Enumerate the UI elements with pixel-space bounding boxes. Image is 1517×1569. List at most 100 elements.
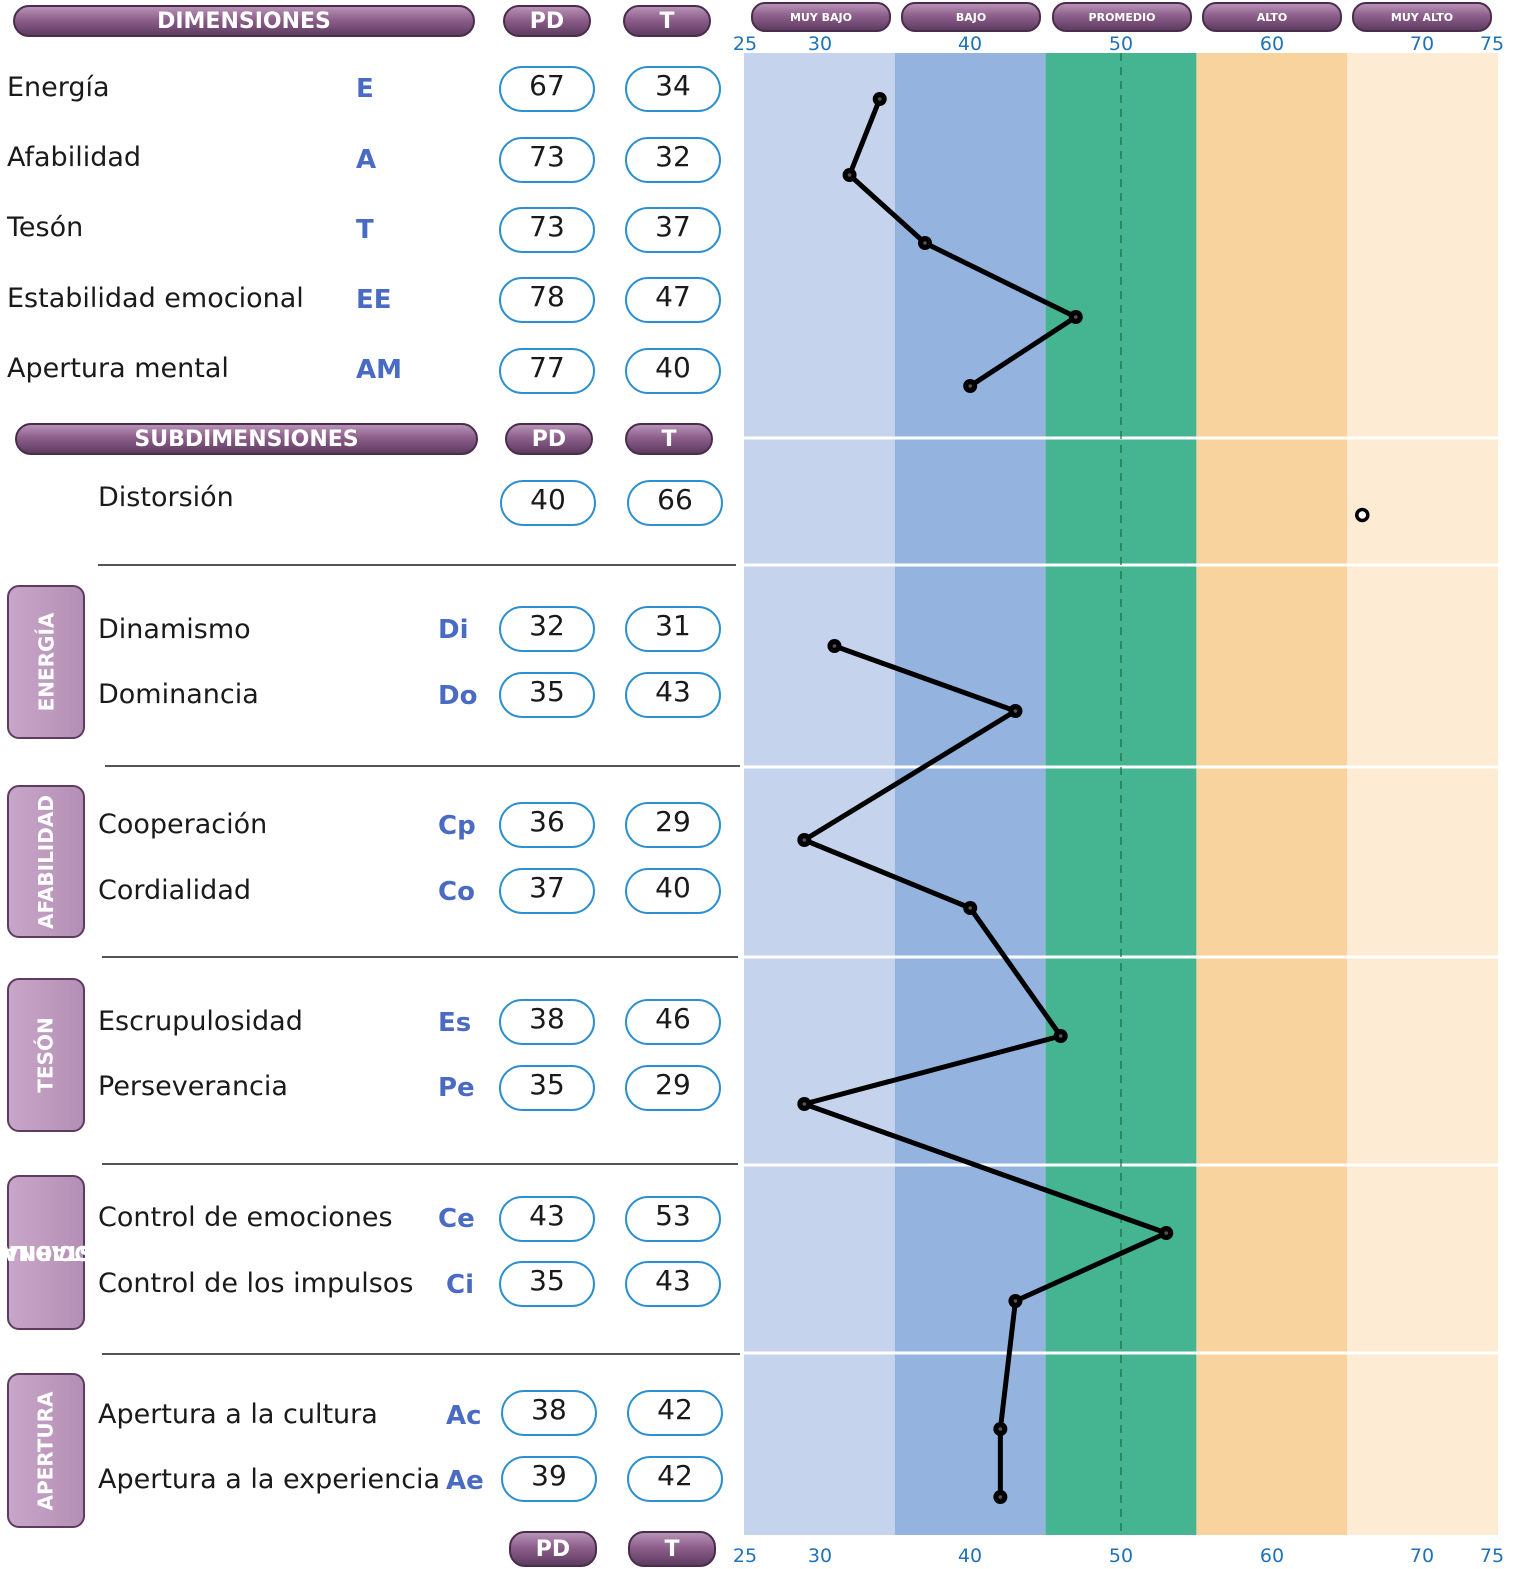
pd-score: 40 [500,480,596,526]
pd-header-top: PD [503,5,591,37]
band-promedio [1045,53,1197,1535]
pd-header-sub: PD [505,423,593,455]
section-divider [98,564,736,566]
group-tab-afabilidad: AFABILIDAD [7,785,85,938]
subdimension-label: Apertura a la experiencia [98,1464,441,1495]
subdimensiones-header: SUBDIMENSIONES [15,423,478,455]
t-score: 37 [625,207,721,253]
data-point-center [968,384,972,388]
t-score: 47 [625,277,721,323]
band-bajo [894,53,1046,1535]
t-score: 43 [625,1261,721,1307]
subdimension-label: Control de emociones [98,1202,393,1233]
t-score: 66 [627,480,723,526]
pd-score: 38 [499,999,595,1045]
data-point-center [1073,315,1078,319]
band-alto [1196,53,1348,1535]
subdimension-abbr: Do [438,681,478,711]
pd-score: 35 [499,672,595,718]
t-score: 53 [625,1196,721,1242]
subdimensiones-header-label: SUBDIMENSIONES [134,426,359,452]
t-score: 43 [625,672,721,718]
data-point-center [968,906,972,910]
group-title-line: EMOCIONAL [0,1240,126,1265]
t-header-label: T [664,1536,680,1562]
pd-score: 67 [499,66,595,112]
dimension-label: Tesón [7,212,84,243]
tick-bottom: 40 [957,1545,983,1567]
series-line [801,643,1169,1497]
t-score: 46 [625,999,721,1045]
t-header-bottom: T [628,1531,716,1567]
tick-bottom: 75 [1479,1545,1505,1567]
dimensiones-header: DIMENSIONES [13,5,475,37]
data-point-center [802,1102,807,1106]
group-title: APERTURA [34,1390,58,1511]
subdimension-label: Cooperación [98,809,268,840]
dimension-label: Estabilidad emocional [7,283,304,314]
data-point-center [802,838,807,842]
data-point-center [1013,709,1018,713]
pd-score: 43 [499,1196,595,1242]
t-header-top: T [623,5,711,37]
band-label-alto: ALTO [1202,2,1342,32]
pd-header-label: PD [535,1536,571,1562]
group-tab-energia: ENERGÍA [7,585,85,739]
subdimension-label: Dinamismo [98,614,251,645]
tick-top: 25 [732,33,758,55]
pd-score: 35 [499,1065,595,1111]
dimension-abbr: T [356,215,374,245]
subdimension-abbr: Pe [438,1073,475,1103]
dimension-abbr: E [356,74,374,104]
tick-bottom: 50 [1108,1545,1134,1567]
pd-score: 37 [499,868,595,914]
subdimension-abbr: Ac [446,1401,482,1431]
pd-score: 77 [499,348,595,394]
data-point-center [847,173,852,177]
tick-top: 40 [957,33,983,55]
subdimension-abbr: Cp [438,811,476,841]
section-divider [102,1353,740,1355]
data-point-center [998,1495,1003,1499]
group-title: AFABILIDAD [34,794,59,929]
subdimension-label: Perseverancia [98,1071,288,1102]
pd-score: 73 [499,207,595,253]
pd-score: 38 [501,1390,597,1436]
pd-score: 78 [499,277,595,323]
subdimension-label: Dominancia [98,679,259,710]
tick-top: 70 [1409,33,1435,55]
group-tab-teson: TESÓN [7,978,85,1132]
dimensiones-header-label: DIMENSIONES [157,8,331,34]
tick-bottom: 70 [1409,1545,1435,1567]
t-score: 42 [627,1456,723,1502]
tick-top: 30 [807,33,833,55]
band-muy-bajo [744,53,895,1535]
pd-score: 36 [499,802,595,848]
section-divider [105,765,740,767]
group-title: TESÓN [34,1017,59,1093]
data-point-center [1164,1231,1169,1235]
tick-top: 50 [1108,33,1134,55]
band-label-promedio: PROMEDIO [1052,2,1192,32]
t-score: 32 [625,137,721,183]
t-header-label: T [661,426,677,452]
data-point-center [877,97,882,101]
section-divider [102,1163,738,1165]
group-title: ESTABILIDADEMOCIONAL [0,1179,125,1326]
band-label-muy-bajo: MUY BAJO [751,2,891,32]
chart-section-divider [744,1351,1498,1355]
subdimension-abbr: Ae [446,1466,484,1496]
subdimension-abbr: Es [438,1008,472,1038]
tick-bottom: 30 [807,1545,833,1567]
band-label-muy-alto: MUY ALTO [1352,2,1492,32]
section-divider [102,956,738,958]
t-score: 40 [625,868,721,914]
tick-bottom: 60 [1259,1545,1285,1567]
subdimension-label: Cordialidad [98,875,252,906]
data-point-distorsión [1355,507,1370,523]
dimension-abbr: A [356,145,377,175]
subdimension-label: Escrupulosidad [98,1006,303,1037]
group-tab-apertura: APERTURA [7,1373,85,1528]
data-point-center [832,644,837,648]
